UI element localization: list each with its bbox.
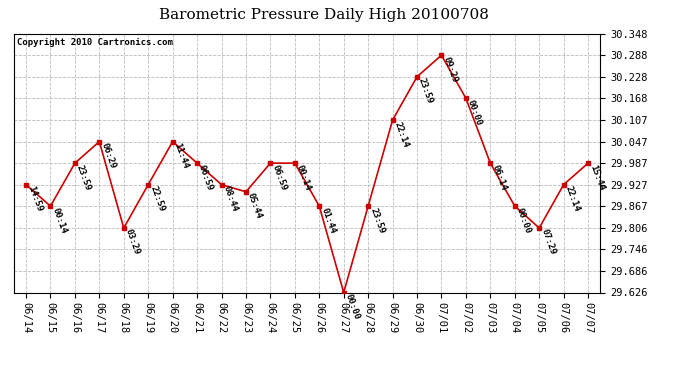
Text: 06:29: 06:29 xyxy=(99,142,117,170)
Text: 01:44: 01:44 xyxy=(319,206,337,234)
Text: 23:59: 23:59 xyxy=(417,77,435,105)
Text: 22:14: 22:14 xyxy=(393,120,411,148)
Text: 03:29: 03:29 xyxy=(124,228,141,256)
Text: 14:59: 14:59 xyxy=(26,184,43,213)
Text: 09:29: 09:29 xyxy=(442,55,459,84)
Text: 06:14: 06:14 xyxy=(491,163,508,192)
Text: 00:00: 00:00 xyxy=(466,98,484,127)
Text: 08:44: 08:44 xyxy=(221,184,239,213)
Text: 23:59: 23:59 xyxy=(75,163,92,192)
Text: 06:59: 06:59 xyxy=(197,163,215,192)
Text: 05:44: 05:44 xyxy=(246,192,264,220)
Text: Copyright 2010 Cartronics.com: Copyright 2010 Cartronics.com xyxy=(17,38,172,46)
Text: 22:14: 22:14 xyxy=(564,184,581,213)
Text: 00:14: 00:14 xyxy=(295,163,313,192)
Text: 00:14: 00:14 xyxy=(50,206,68,234)
Text: 22:59: 22:59 xyxy=(148,184,166,213)
Text: 07:29: 07:29 xyxy=(539,228,557,256)
Text: 11:44: 11:44 xyxy=(172,142,190,170)
Text: 00:00: 00:00 xyxy=(515,206,533,234)
Text: Barometric Pressure Daily High 20100708: Barometric Pressure Daily High 20100708 xyxy=(159,8,489,21)
Text: 06:59: 06:59 xyxy=(270,163,288,192)
Text: 00:00: 00:00 xyxy=(344,292,362,321)
Text: 15:44: 15:44 xyxy=(588,163,606,192)
Text: 23:59: 23:59 xyxy=(368,206,386,234)
